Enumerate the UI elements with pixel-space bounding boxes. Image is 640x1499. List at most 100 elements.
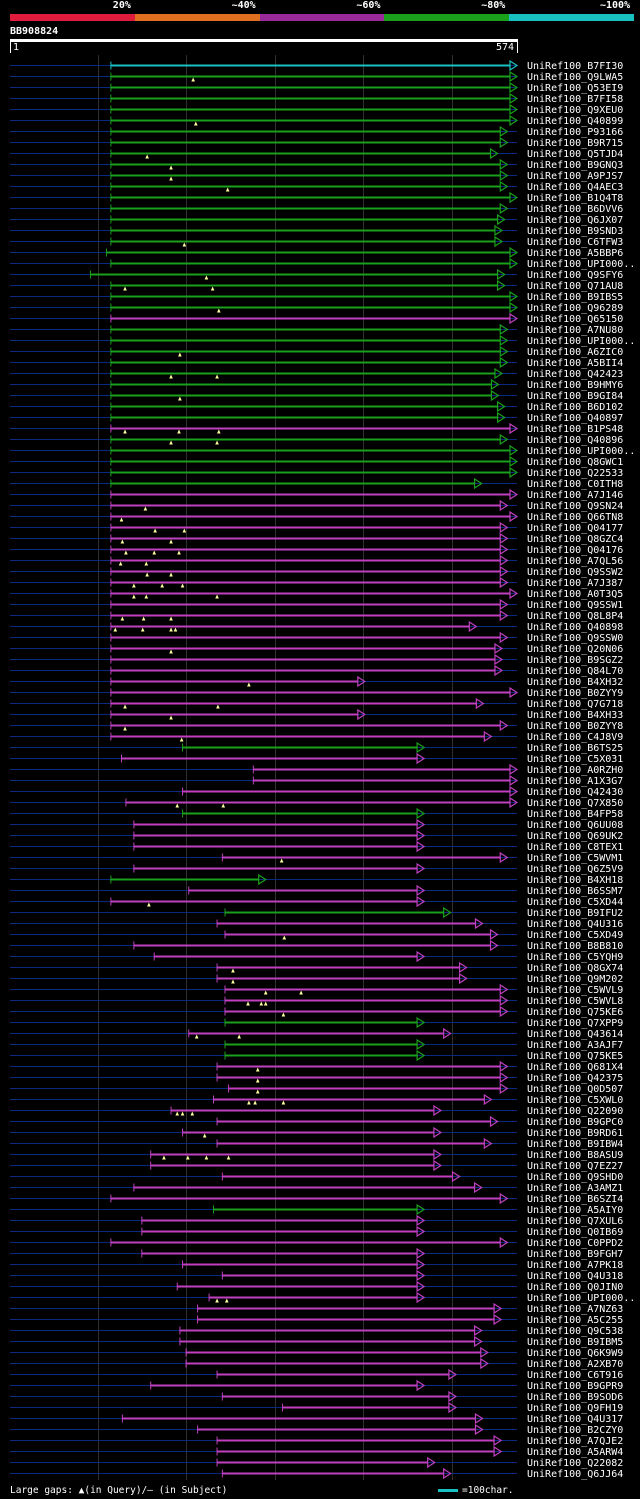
hit-label[interactable]: UniRef100_UPI000.. — [527, 446, 635, 457]
hit-label[interactable]: UniRef100_UPI000.. — [527, 259, 635, 270]
hit-label[interactable]: UniRef100_C6T916 — [527, 1370, 623, 1381]
hit-label[interactable]: UniRef100_Q42430 — [527, 787, 623, 798]
hit-label[interactable]: UniRef100_Q22533 — [527, 468, 623, 479]
hit-label[interactable]: UniRef100_C8TEX1 — [527, 842, 623, 853]
hit-label[interactable]: UniRef100_Q96289 — [527, 303, 623, 314]
hit-label[interactable]: UniRef100_Q66TN8 — [527, 512, 623, 523]
hit-label[interactable]: UniRef100_Q40896 — [527, 435, 623, 446]
hit-label[interactable]: UniRef100_B9R715 — [527, 138, 623, 149]
hit-label[interactable]: UniRef100_B4FP58 — [527, 809, 623, 820]
hit-label[interactable]: UniRef100_Q9XEU0 — [527, 105, 623, 116]
hit-label[interactable]: UniRef100_Q40899 — [527, 116, 623, 127]
hit-label[interactable]: UniRef100_A7NU80 — [527, 325, 623, 336]
hit-label[interactable]: UniRef100_Q0JIN0 — [527, 1282, 623, 1293]
hit-label[interactable]: UniRef100_Q4U317 — [527, 1414, 623, 1425]
hit-label[interactable]: UniRef100_B6DVV6 — [527, 204, 623, 215]
hit-label[interactable]: UniRef100_Q71AU8 — [527, 281, 623, 292]
hit-label[interactable]: UniRef100_C5WVM1 — [527, 853, 623, 864]
hit-label[interactable]: UniRef100_B9HMY6 — [527, 380, 623, 391]
hit-label[interactable]: UniRef100_Q22090 — [527, 1106, 623, 1117]
hit-label[interactable]: UniRef100_P93166 — [527, 127, 623, 138]
hit-label[interactable]: UniRef100_Q4AEC3 — [527, 182, 623, 193]
hit-label[interactable]: UniRef100_B6D102 — [527, 402, 623, 413]
hit-label[interactable]: UniRef100_B4XH32 — [527, 677, 623, 688]
hit-label[interactable]: UniRef100_B9IBM5 — [527, 1337, 623, 1348]
hit-label[interactable]: UniRef100_B1Q4T8 — [527, 193, 623, 204]
hit-label[interactable]: UniRef100_Q6UU08 — [527, 820, 623, 831]
hit-label[interactable]: UniRef100_B4XH33 — [527, 710, 623, 721]
hit-label[interactable]: UniRef100_B8B810 — [527, 941, 623, 952]
hit-label[interactable]: UniRef100_A9PJS7 — [527, 171, 623, 182]
hit-label[interactable]: UniRef100_C5WVL9 — [527, 985, 623, 996]
hit-label[interactable]: UniRef100_A7J146 — [527, 490, 623, 501]
hit-label[interactable]: UniRef100_Q04177 — [527, 523, 623, 534]
hit-label[interactable]: UniRef100_B9RD61 — [527, 1128, 623, 1139]
hit-label[interactable]: UniRef100_B9GPC0 — [527, 1117, 623, 1128]
hit-label[interactable]: UniRef100_Q04176 — [527, 545, 623, 556]
hit-label[interactable]: UniRef100_A7PK18 — [527, 1260, 623, 1271]
hit-label[interactable]: UniRef100_Q9M202 — [527, 974, 623, 985]
hit-label[interactable]: UniRef100_UPI000.. — [527, 336, 635, 347]
hit-label[interactable]: UniRef100_Q6JX07 — [527, 215, 623, 226]
hit-label[interactable]: UniRef100_A0T3Q5 — [527, 589, 623, 600]
hit-label[interactable]: UniRef100_A1X3G7 — [527, 776, 623, 787]
hit-label[interactable]: UniRef100_B2CZY0 — [527, 1425, 623, 1436]
hit-label[interactable]: UniRef100_B4XH18 — [527, 875, 623, 886]
hit-label[interactable]: UniRef100_Q7XPP9 — [527, 1018, 623, 1029]
hit-label[interactable]: UniRef100_Q9FH19 — [527, 1403, 623, 1414]
hit-label[interactable]: UniRef100_B6TS25 — [527, 743, 623, 754]
hit-label[interactable]: UniRef100_B9SOD6 — [527, 1392, 623, 1403]
hit-label[interactable]: UniRef100_Q75KE5 — [527, 1051, 623, 1062]
hit-label[interactable]: UniRef100_A7QJE2 — [527, 1436, 623, 1447]
hit-label[interactable]: UniRef100_Q42423 — [527, 369, 623, 380]
hit-label[interactable]: UniRef100_C5XD49 — [527, 930, 623, 941]
hit-label[interactable]: UniRef100_C0PPD2 — [527, 1238, 623, 1249]
hit-label[interactable]: UniRef100_Q4U318 — [527, 1271, 623, 1282]
hit-label[interactable]: UniRef100_B9GPR9 — [527, 1381, 623, 1392]
hit-label[interactable]: UniRef100_A0RZH0 — [527, 765, 623, 776]
hit-label[interactable]: UniRef100_Q6Z5V9 — [527, 864, 623, 875]
hit-label[interactable]: UniRef100_B9IBS5 — [527, 292, 623, 303]
hit-label[interactable]: UniRef100_Q40898 — [527, 622, 623, 633]
hit-label[interactable]: UniRef100_B7FI30 — [527, 61, 623, 72]
hit-label[interactable]: UniRef100_Q9SSW0 — [527, 633, 623, 644]
hit-label[interactable]: UniRef100_Q0IB69 — [527, 1227, 623, 1238]
hit-label[interactable]: UniRef100_B7FI58 — [527, 94, 623, 105]
hit-label[interactable]: UniRef100_Q43614 — [527, 1029, 623, 1040]
hit-label[interactable]: UniRef100_B9SND3 — [527, 226, 623, 237]
hit-label[interactable]: UniRef100_Q42375 — [527, 1073, 623, 1084]
hit-label[interactable]: UniRef100_Q53EI9 — [527, 83, 623, 94]
hit-label[interactable]: UniRef100_A5AIY0 — [527, 1205, 623, 1216]
hit-label[interactable]: UniRef100_Q8L8P4 — [527, 611, 623, 622]
hit-label[interactable]: UniRef100_B8ASU9 — [527, 1150, 623, 1161]
hit-label[interactable]: UniRef100_Q65150 — [527, 314, 623, 325]
hit-label[interactable]: UniRef100_Q8GWC1 — [527, 457, 623, 468]
hit-label[interactable]: UniRef100_Q4U316 — [527, 919, 623, 930]
hit-label[interactable]: UniRef100_Q6K9W9 — [527, 1348, 623, 1359]
hit-label[interactable]: UniRef100_B9GI84 — [527, 391, 623, 402]
hit-label[interactable]: UniRef100_Q7G718 — [527, 699, 623, 710]
hit-label[interactable]: UniRef100_A5ARW4 — [527, 1447, 623, 1458]
hit-label[interactable]: UniRef100_A7QL56 — [527, 556, 623, 567]
hit-label[interactable]: UniRef100_Q84L70 — [527, 666, 623, 677]
hit-label[interactable]: UniRef100_B9IBW4 — [527, 1139, 623, 1150]
hit-label[interactable]: UniRef100_A7NZ63 — [527, 1304, 623, 1315]
hit-label[interactable]: UniRef100_B0ZYY8 — [527, 721, 623, 732]
hit-label[interactable]: UniRef100_A3AMZ1 — [527, 1183, 623, 1194]
hit-label[interactable]: UniRef100_A5BII4 — [527, 358, 623, 369]
hit-label[interactable]: UniRef100_A5BBP6 — [527, 248, 623, 259]
hit-label[interactable]: UniRef100_A6ZIC0 — [527, 347, 623, 358]
hit-label[interactable]: UniRef100_Q40897 — [527, 413, 623, 424]
hit-label[interactable]: UniRef100_B9IFU2 — [527, 908, 623, 919]
hit-label[interactable]: UniRef100_A5C255 — [527, 1315, 623, 1326]
hit-label[interactable]: UniRef100_B9FGH7 — [527, 1249, 623, 1260]
hit-label[interactable]: UniRef100_Q7XUL6 — [527, 1216, 623, 1227]
hit-label[interactable]: UniRef100_Q9SN24 — [527, 501, 623, 512]
hit-label[interactable]: UniRef100_C5XWL0 — [527, 1095, 623, 1106]
hit-label[interactable]: UniRef100_UPI000.. — [527, 1293, 635, 1304]
hit-label[interactable]: UniRef100_Q7X850 — [527, 798, 623, 809]
hit-label[interactable]: UniRef100_B9GNQ3 — [527, 160, 623, 171]
hit-label[interactable]: UniRef100_Q69UK2 — [527, 831, 623, 842]
hit-label[interactable]: UniRef100_Q22082 — [527, 1458, 623, 1469]
hit-label[interactable]: UniRef100_B6SZI4 — [527, 1194, 623, 1205]
